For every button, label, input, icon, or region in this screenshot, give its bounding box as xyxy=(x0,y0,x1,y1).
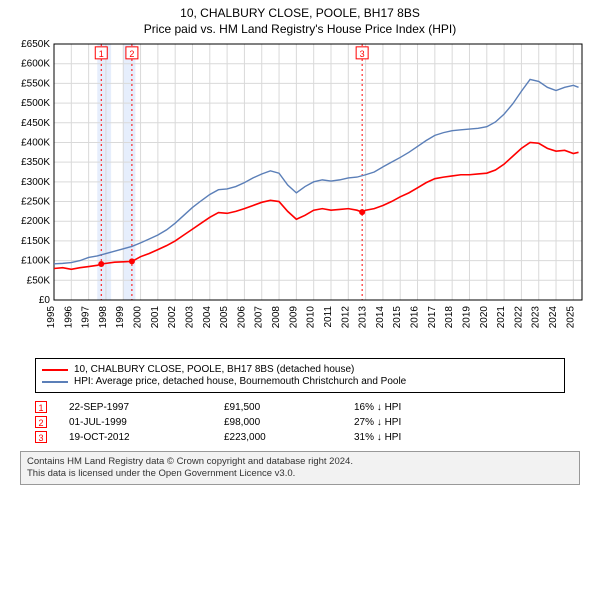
price-chart: £0 £50K £100K £150K £200K £250K £300K £350K £400… xyxy=(10,36,590,346)
legend-label: 10, CHALBURY CLOSE, POOLE, BH17 8BS (det… xyxy=(74,364,354,375)
svg-text:£0: £0 xyxy=(39,295,51,306)
svg-text:£250K: £250K xyxy=(21,197,50,208)
event-row: 3 19-OCT-2012£223,00031% ↓ HPI xyxy=(35,431,565,443)
svg-text:1996: 1996 xyxy=(63,306,74,329)
chart-container: £0 £50K £100K £150K £200K £250K £300K £350K £400… xyxy=(10,36,590,346)
event-delta: 27% ↓ HPI xyxy=(354,417,565,428)
event-price: £223,000 xyxy=(224,432,354,443)
svg-text:2022: 2022 xyxy=(513,306,524,329)
event-badge: 3 xyxy=(35,431,47,443)
svg-text:2025: 2025 xyxy=(565,306,576,329)
svg-text:£650K: £650K xyxy=(21,39,50,50)
svg-text:1998: 1998 xyxy=(98,306,109,329)
svg-text:£450K: £450K xyxy=(21,118,50,129)
svg-text:2014: 2014 xyxy=(375,306,386,329)
event-row: 1 22-SEP-1997£91,50016% ↓ HPI xyxy=(35,401,565,413)
title-address: 10, CHALBURY CLOSE, POOLE, BH17 8BS xyxy=(0,6,600,20)
svg-text:2024: 2024 xyxy=(548,306,559,329)
svg-text:£200K: £200K xyxy=(21,216,50,227)
svg-text:2005: 2005 xyxy=(219,306,230,329)
svg-text:1995: 1995 xyxy=(46,306,57,329)
svg-text:1: 1 xyxy=(99,49,104,59)
svg-text:2008: 2008 xyxy=(271,306,282,329)
legend-swatch xyxy=(42,381,68,383)
event-date: 19-OCT-2012 xyxy=(69,432,224,443)
svg-text:2003: 2003 xyxy=(184,306,195,329)
svg-text:£100K: £100K xyxy=(21,256,50,267)
svg-text:£550K: £550K xyxy=(21,78,50,89)
event-delta: 16% ↓ HPI xyxy=(354,402,565,413)
footer-line-1: Contains HM Land Registry data © Crown c… xyxy=(27,456,573,468)
svg-text:2013: 2013 xyxy=(358,306,369,329)
svg-text:£300K: £300K xyxy=(21,177,50,188)
event-price: £98,000 xyxy=(224,417,354,428)
page-root: 10, CHALBURY CLOSE, POOLE, BH17 8BS Pric… xyxy=(0,0,600,590)
event-row: 2 01-JUL-1999£98,00027% ↓ HPI xyxy=(35,416,565,428)
legend-swatch xyxy=(42,369,68,371)
svg-text:2016: 2016 xyxy=(410,306,421,329)
legend-item: HPI: Average price, detached house, Bour… xyxy=(42,376,558,387)
event-date: 22-SEP-1997 xyxy=(69,402,224,413)
title-subtitle: Price paid vs. HM Land Registry's House … xyxy=(0,22,600,36)
svg-text:2018: 2018 xyxy=(444,306,455,329)
svg-text:2010: 2010 xyxy=(306,306,317,329)
attribution-footer: Contains HM Land Registry data © Crown c… xyxy=(20,451,580,485)
svg-text:2020: 2020 xyxy=(479,306,490,329)
event-price: £91,500 xyxy=(224,402,354,413)
svg-text:2023: 2023 xyxy=(531,306,542,329)
svg-text:£350K: £350K xyxy=(21,157,50,168)
svg-text:2019: 2019 xyxy=(461,306,472,329)
svg-text:£500K: £500K xyxy=(21,98,50,109)
svg-text:2011: 2011 xyxy=(323,306,334,328)
svg-text:2007: 2007 xyxy=(254,306,265,329)
svg-text:2001: 2001 xyxy=(150,306,161,329)
svg-text:£600K: £600K xyxy=(21,59,50,70)
event-badge: 1 xyxy=(35,401,47,413)
legend-label: HPI: Average price, detached house, Bour… xyxy=(74,376,406,387)
svg-text:2012: 2012 xyxy=(340,306,351,329)
svg-text:2021: 2021 xyxy=(496,306,507,329)
svg-text:2: 2 xyxy=(129,49,134,59)
chart-legend: 10, CHALBURY CLOSE, POOLE, BH17 8BS (det… xyxy=(35,358,565,393)
svg-text:2009: 2009 xyxy=(288,306,299,329)
event-delta: 31% ↓ HPI xyxy=(354,432,565,443)
svg-text:3: 3 xyxy=(360,49,365,59)
legend-item: 10, CHALBURY CLOSE, POOLE, BH17 8BS (det… xyxy=(42,364,558,375)
svg-text:£400K: £400K xyxy=(21,137,50,148)
chart-titles: 10, CHALBURY CLOSE, POOLE, BH17 8BS Pric… xyxy=(0,0,600,36)
svg-text:2000: 2000 xyxy=(133,306,144,329)
svg-text:2015: 2015 xyxy=(392,306,403,329)
svg-text:£150K: £150K xyxy=(21,236,50,247)
event-badge: 2 xyxy=(35,416,47,428)
event-list: 1 22-SEP-1997£91,50016% ↓ HPI 2 01-JUL-1999… xyxy=(35,401,565,443)
svg-text:1997: 1997 xyxy=(81,306,92,329)
svg-text:2006: 2006 xyxy=(236,306,247,329)
svg-text:2002: 2002 xyxy=(167,306,178,329)
svg-text:1999: 1999 xyxy=(115,306,126,329)
svg-text:£50K: £50K xyxy=(27,275,51,286)
event-date: 01-JUL-1999 xyxy=(69,417,224,428)
svg-text:2004: 2004 xyxy=(202,306,213,329)
svg-text:2017: 2017 xyxy=(427,306,438,329)
footer-line-2: This data is licensed under the Open Gov… xyxy=(27,468,573,480)
